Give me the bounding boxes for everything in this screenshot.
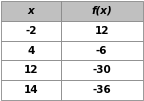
Bar <box>1 60 61 80</box>
Text: -2: -2 <box>25 26 37 36</box>
Text: -30: -30 <box>92 65 111 75</box>
Bar <box>1 21 61 41</box>
Bar <box>61 1 143 21</box>
Text: 12: 12 <box>24 65 38 75</box>
Bar <box>1 1 61 21</box>
Text: f(x): f(x) <box>91 6 112 16</box>
Text: x: x <box>28 6 34 16</box>
Bar <box>1 41 61 60</box>
Text: -6: -6 <box>96 45 107 56</box>
Bar <box>61 41 143 60</box>
Text: 12: 12 <box>94 26 109 36</box>
Bar <box>61 21 143 41</box>
Bar <box>1 80 61 100</box>
Text: 4: 4 <box>27 45 35 56</box>
Text: 14: 14 <box>24 85 38 95</box>
Text: -36: -36 <box>92 85 111 95</box>
Bar <box>61 80 143 100</box>
Bar <box>61 60 143 80</box>
